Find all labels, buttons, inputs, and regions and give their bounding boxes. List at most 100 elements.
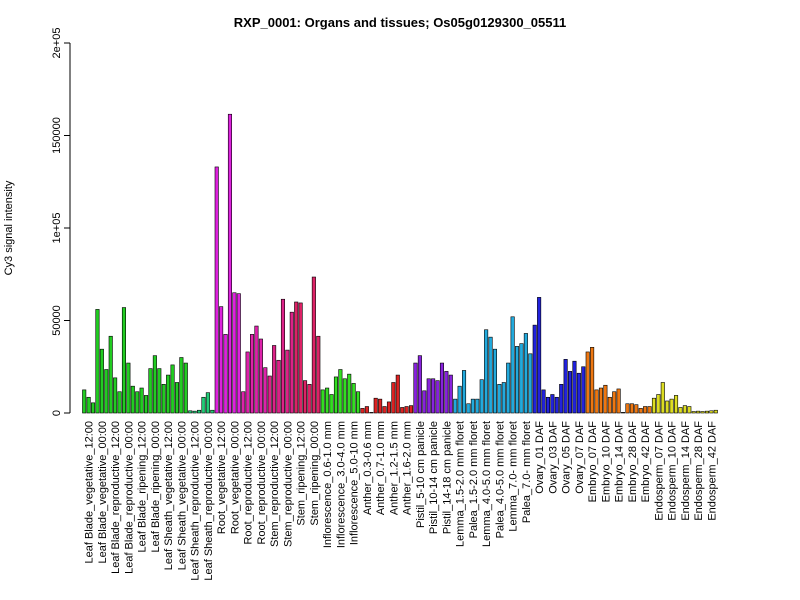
bar bbox=[351, 383, 356, 414]
bar bbox=[413, 362, 418, 414]
x-axis-labels: Leaf Blade_vegetative_12:00 Leaf Blade_ve… bbox=[84, 421, 719, 581]
x-tick-label: Leaf Sheath_reproductive_12:00 bbox=[190, 421, 202, 581]
bar bbox=[364, 406, 369, 414]
x-tick-label: Leaf Blade_ripening_12:00 bbox=[137, 421, 149, 553]
bar bbox=[356, 391, 361, 414]
bar bbox=[338, 369, 343, 414]
bar bbox=[497, 384, 502, 414]
x-tick-label: Leaf Blade_reproductive_12:00 bbox=[110, 421, 122, 574]
bar bbox=[696, 410, 701, 414]
x-tick-label: Palea_7.0- mm floret bbox=[521, 421, 533, 523]
bar bbox=[276, 359, 281, 414]
y-tick-label: 1e+05 bbox=[51, 213, 63, 244]
bar bbox=[616, 388, 621, 414]
bar bbox=[651, 397, 656, 414]
bar bbox=[621, 412, 626, 414]
y-tick-label: 50000 bbox=[51, 305, 63, 336]
bar bbox=[86, 396, 91, 414]
x-tick-label: Leaf Blade_ripening_00:00 bbox=[150, 421, 162, 553]
x-tick-label: Stem_reproductive_12:00 bbox=[269, 421, 281, 547]
bar bbox=[515, 346, 520, 414]
y-tick-label: 0 bbox=[51, 410, 63, 416]
x-tick-label: Ovary_01 DAF bbox=[534, 421, 546, 494]
bar bbox=[625, 403, 630, 414]
x-tick-label: Inflorescence_3.0-4.0 mm bbox=[335, 421, 347, 548]
y-axis: 0 50000 1e+05 150000 2e+05 bbox=[51, 28, 71, 416]
bar bbox=[528, 353, 533, 414]
x-tick-label: Lemma_1.5-2.0 mm floret bbox=[455, 421, 467, 547]
bar bbox=[201, 396, 206, 414]
bar bbox=[638, 408, 643, 414]
bar bbox=[682, 405, 687, 414]
bar bbox=[245, 351, 250, 414]
bar bbox=[214, 166, 219, 414]
bar bbox=[700, 411, 705, 414]
bar bbox=[404, 406, 409, 414]
bar bbox=[439, 362, 444, 414]
bar bbox=[475, 398, 480, 414]
x-tick-label: Leaf Sheath_vegetative_00:00 bbox=[176, 421, 188, 570]
y-tick-label: 150000 bbox=[51, 117, 63, 154]
bar bbox=[581, 366, 586, 414]
bar bbox=[280, 298, 285, 414]
bar bbox=[603, 384, 608, 414]
x-tick-label: Ovary_07 DAF bbox=[574, 421, 586, 494]
bar bbox=[223, 334, 228, 414]
bar bbox=[470, 398, 475, 414]
bar bbox=[250, 334, 255, 414]
bar bbox=[417, 355, 422, 414]
x-tick-label: Leaf Sheath_vegetative_12:00 bbox=[163, 421, 175, 570]
bar bbox=[643, 406, 648, 414]
bar bbox=[170, 364, 175, 414]
x-tick-label: Embryo_42 DAF bbox=[640, 421, 652, 503]
bar bbox=[484, 329, 489, 414]
bar bbox=[594, 389, 599, 414]
bar bbox=[598, 387, 603, 414]
bar bbox=[629, 403, 634, 414]
bar bbox=[462, 370, 467, 414]
x-tick-label: Inflorescence_0.6-1.0 mm bbox=[322, 421, 334, 548]
bar bbox=[590, 347, 595, 414]
bar bbox=[713, 409, 718, 414]
x-tick-label: Embryo_10 DAF bbox=[600, 421, 612, 503]
x-tick-label: Pistil_5-10 cm panicle bbox=[415, 421, 427, 528]
x-tick-label: Lemma_4.0-5.0 mm floret bbox=[481, 421, 493, 547]
bar bbox=[691, 411, 696, 414]
bar bbox=[479, 379, 484, 414]
x-tick-label: Palea_4.0-5.0 mm floret bbox=[494, 421, 506, 538]
bar bbox=[236, 293, 241, 414]
bar bbox=[333, 376, 338, 414]
bar bbox=[117, 391, 122, 414]
bar bbox=[426, 378, 431, 414]
bar bbox=[219, 306, 224, 414]
bar bbox=[373, 397, 378, 414]
bar bbox=[126, 362, 131, 414]
x-tick-label: Endosperm_14 DAF bbox=[680, 421, 692, 521]
bar bbox=[210, 409, 215, 414]
bar bbox=[647, 406, 652, 414]
bar bbox=[382, 406, 387, 414]
bar bbox=[665, 400, 670, 414]
y-tick-label: 2e+05 bbox=[51, 28, 63, 59]
bar bbox=[559, 384, 564, 414]
x-tick-label: Anther_0.7-1.0 mm bbox=[375, 421, 387, 515]
bar bbox=[325, 387, 330, 414]
bar bbox=[298, 302, 303, 414]
bar bbox=[444, 371, 449, 414]
x-tick-label: Endosperm_07 DAF bbox=[653, 421, 665, 521]
bar bbox=[422, 390, 427, 414]
bar bbox=[254, 325, 259, 414]
x-tick-label: Inflorescence_5.0-10 mm bbox=[349, 421, 361, 545]
x-tick-label: Anther_1.2-1.5 mm bbox=[388, 421, 400, 515]
bar bbox=[135, 391, 140, 414]
bar bbox=[466, 403, 471, 414]
bar bbox=[453, 398, 458, 414]
x-tick-label: Leaf Blade_vegetative_00:00 bbox=[97, 421, 109, 564]
bar bbox=[563, 359, 568, 414]
x-tick-label: Ovary_05 DAF bbox=[561, 421, 573, 494]
x-tick-label: Root_reproductive_12:00 bbox=[243, 421, 255, 545]
bar bbox=[161, 384, 166, 414]
x-tick-label: Endosperm_28 DAF bbox=[693, 421, 705, 521]
bar bbox=[121, 307, 126, 414]
bar bbox=[139, 387, 144, 414]
